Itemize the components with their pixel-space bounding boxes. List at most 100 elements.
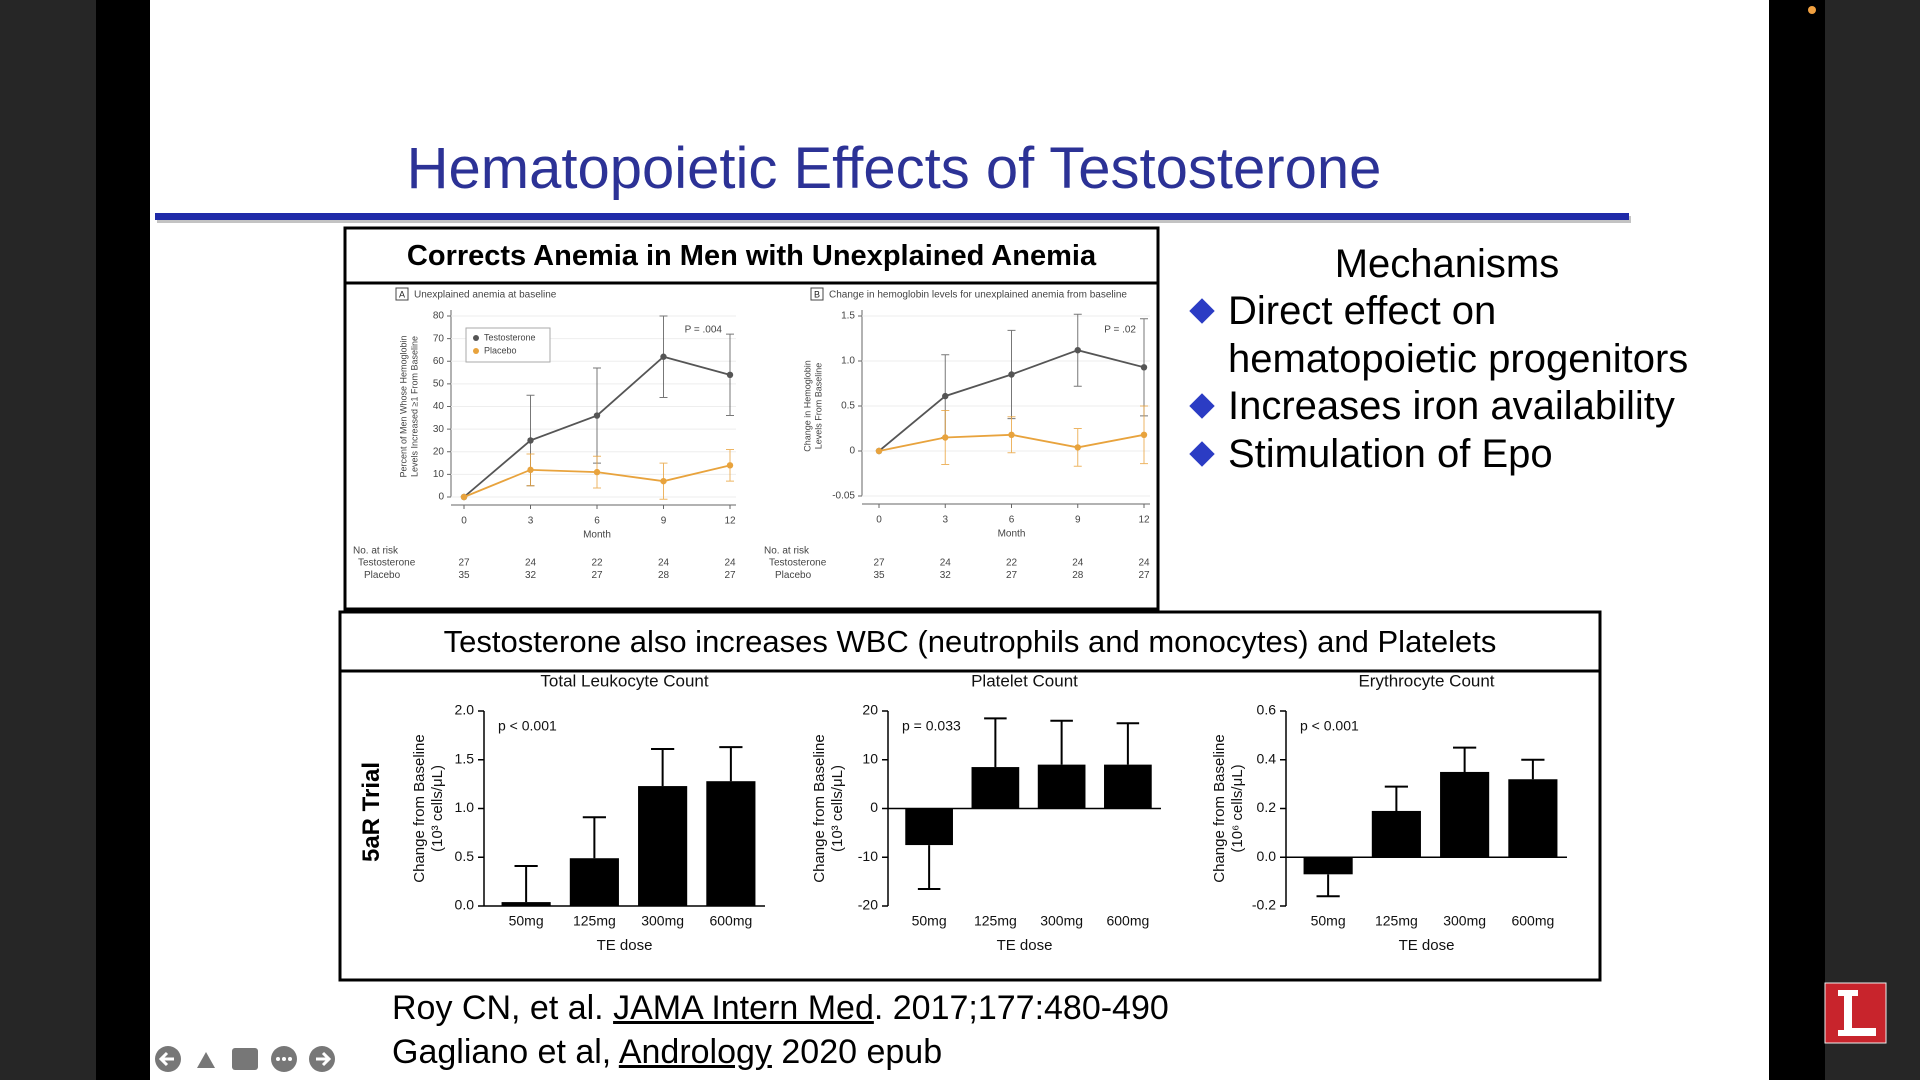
- data-point: [1008, 371, 1015, 378]
- panel-box: [343, 226, 1160, 611]
- x-tick-label: 0: [461, 516, 467, 527]
- y-tick-label: 0: [438, 492, 444, 503]
- data-point: [660, 353, 667, 360]
- y-tick-label: 40: [433, 401, 445, 412]
- y-tick-label: 50: [433, 379, 445, 390]
- at-risk-count: 32: [525, 570, 537, 581]
- bar: [638, 786, 688, 906]
- at-risk-count: 28: [658, 570, 670, 581]
- at-risk-row-name: Placebo: [775, 570, 812, 581]
- y-axis-label: Change in Hemoglobin: [802, 360, 812, 452]
- reference: Gagliano et al, Andrology 2020 epub: [392, 1031, 942, 1073]
- data-point: [1008, 431, 1015, 438]
- player-controls: [155, 1046, 335, 1072]
- data-point: [942, 434, 949, 441]
- bar: [971, 767, 1020, 809]
- data-point: [1140, 431, 1148, 438]
- at-risk-count: 27: [1006, 570, 1018, 581]
- at-risk-count: 24: [1138, 558, 1150, 569]
- panel-title: Change in hemoglobin levels for unexplai…: [829, 290, 1127, 301]
- data-point: [527, 437, 534, 444]
- y-axis-label: Levels From Baseline: [813, 363, 823, 450]
- y-tick-label: 30: [433, 424, 445, 435]
- bullet: [1189, 393, 1215, 419]
- side-bar: [1769, 0, 1825, 1080]
- bullet: [1189, 298, 1215, 324]
- y-tick-label: 1.0: [841, 356, 855, 367]
- at-risk-row-name: Placebo: [364, 570, 401, 581]
- y-tick-label: 60: [433, 356, 445, 367]
- x-tick-label: 0: [876, 515, 882, 526]
- dot: [276, 1057, 280, 1061]
- x-axis-label: TE dose: [997, 937, 1053, 954]
- at-risk-count: 27: [873, 558, 885, 569]
- panel-label-box: [810, 287, 824, 301]
- x-tick-label: 9: [1075, 515, 1081, 526]
- data-point: [1140, 364, 1148, 371]
- at-risk-count: 32: [940, 570, 952, 581]
- data-point: [460, 493, 468, 501]
- y-tick-label: 2.0: [455, 702, 475, 718]
- error-bar: [719, 746, 743, 782]
- side-bar: [96, 0, 150, 1080]
- panel-header: Corrects Anemia in Men with Unexplained …: [406, 240, 1097, 272]
- mechanisms-list: Direct effect on hematopoietic progenito…: [1188, 288, 1718, 478]
- y-tick-label: 0.5: [455, 848, 475, 864]
- legend-swatch: [473, 348, 479, 354]
- mechanism-text: Increases iron availability: [1228, 384, 1675, 429]
- line-chart: 1.5 1.0 0.5 0 -0.05 0 3 6 9 12 Month Change in Hemo…: [764, 287, 1150, 581]
- x-tick-label: 300mg: [641, 913, 684, 929]
- bar: [706, 781, 756, 906]
- data-point: [527, 466, 534, 474]
- y-axis-label: Percent of Men Whose Hemoglobin: [398, 335, 408, 477]
- x-tick-label: 3: [528, 516, 534, 527]
- at-risk-count: 22: [591, 558, 603, 569]
- error-bar: [1453, 746, 1477, 772]
- y-tick-label: 1.5: [841, 311, 855, 322]
- mechanisms-heading: Mechanisms: [1334, 242, 1560, 286]
- y-tick-label: -0.05: [832, 491, 855, 502]
- bar-chart: -0.2 0.0 0.2 0.4 0.6 Erythrocyte Count p < 0.0…: [1211, 671, 1567, 954]
- panel-label: B: [814, 289, 820, 299]
- panel-header: Testosterone also increases WBC (neutrop…: [443, 624, 1497, 659]
- mechanism-item: Direct effect on hematopoietic progenito…: [1188, 288, 1718, 383]
- x-axis-label: Month: [583, 530, 611, 541]
- x-tick-label: 50mg: [1311, 913, 1346, 929]
- at-risk-count: 24: [1072, 558, 1084, 569]
- panel-label: A: [399, 289, 405, 299]
- bar: [905, 808, 953, 846]
- y-axis-label: Change from Baseline: [811, 734, 828, 882]
- panel-label-box: [395, 287, 409, 301]
- legend-box: [465, 327, 551, 363]
- y-axis-label: Change from Baseline: [411, 734, 428, 882]
- side-label-box: 5aR Trial: [352, 762, 396, 862]
- dot: [282, 1057, 286, 1061]
- mechanism-text: Direct effect on hematopoietic progenito…: [1228, 289, 1689, 381]
- x-axis-label: TE dose: [597, 937, 653, 954]
- mechanism-item: Stimulation of Epo: [1188, 431, 1718, 479]
- legend-label: Testosterone: [484, 332, 536, 342]
- x-tick-label: 300mg: [1443, 913, 1486, 929]
- bar: [1037, 764, 1086, 809]
- cc-button[interactable]: [232, 1048, 258, 1070]
- error-bar: [651, 748, 675, 787]
- y-tick-label: 0.2: [1257, 799, 1277, 815]
- bar-chart: -20 -10 0 10 20 Platelet Count p = 0.033 TE dos…: [811, 671, 1161, 954]
- bar: [1303, 857, 1353, 875]
- y-tick-label: 20: [862, 702, 878, 718]
- reference: Roy CN, et al. JAMA Intern Med. 2017;177…: [392, 987, 1169, 1029]
- y-tick-label: 1.5: [455, 750, 475, 766]
- y-tick-label: 10: [433, 469, 445, 480]
- x-tick-label: 300mg: [1040, 913, 1083, 929]
- at-risk-count: 24: [658, 558, 670, 569]
- x-tick-label: 12: [1138, 515, 1150, 526]
- chart-title: Platelet Count: [971, 671, 1078, 690]
- pen-button[interactable]: [197, 1052, 215, 1068]
- at-risk-label: No. at risk: [764, 546, 810, 557]
- error-bar: [1050, 719, 1073, 765]
- at-risk-row-name: Testosterone: [358, 558, 416, 569]
- y-tick-label: 0: [849, 446, 855, 457]
- chart-title: Total Leukocyte Count: [540, 671, 708, 690]
